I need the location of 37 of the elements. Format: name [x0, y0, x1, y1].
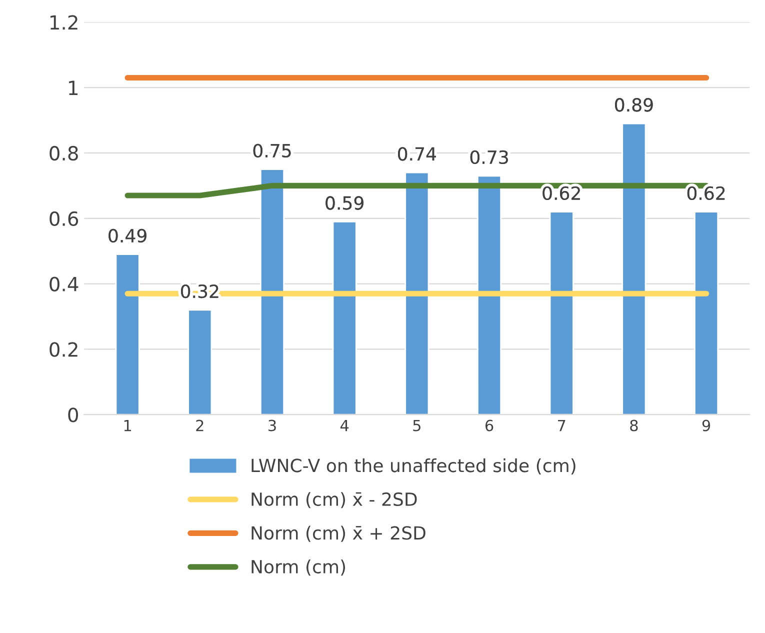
x-tick-label: 9 [702, 420, 710, 432]
x-tick-label: 8 [630, 420, 638, 432]
data-label: 0.89 [615, 98, 653, 112]
legend-label: Norm (cm) [252, 560, 346, 576]
data-label: 0.59 [326, 196, 364, 210]
bar [622, 122, 646, 415]
legend-label: Norm (cm) x̄ + 2SD [252, 526, 426, 542]
data-label: 0.62 [687, 186, 725, 200]
bar [332, 220, 357, 415]
y-tick-label: 0.2 [50, 342, 78, 357]
data-label: 0.49 [108, 228, 146, 243]
y-tick-label: 0 [68, 408, 78, 422]
y-tick-label: 0.4 [50, 276, 78, 292]
y-tick-label: 1 [69, 80, 78, 95]
x-tick-label: 3 [268, 420, 276, 432]
bar [694, 211, 719, 415]
bar [477, 175, 502, 415]
x-tick-label: 5 [413, 420, 420, 432]
legend-label: Norm (cm) x̄ - 2SD [252, 492, 417, 508]
data-label: 0.75 [253, 144, 291, 158]
bar [260, 168, 285, 415]
bar [188, 309, 212, 415]
x-tick-label: 2 [196, 420, 204, 432]
legend-label: LWNC-V on the unaffected side (cm) [252, 458, 576, 474]
bar [404, 172, 430, 415]
x-tick-label: 7 [558, 420, 566, 432]
data-label: 0.74 [398, 147, 436, 161]
bar [549, 211, 574, 415]
x-tick-label: 6 [485, 420, 494, 432]
y-tick-label: 0.6 [50, 211, 78, 226]
x-tick-label: 1 [124, 420, 132, 432]
y-tick-label: 1.2 [50, 15, 78, 30]
data-label: 0.62 [542, 186, 580, 200]
x-tick-label: 4 [340, 420, 349, 432]
y-tick-label: 0.8 [50, 146, 78, 161]
data-label: 0.73 [470, 150, 508, 164]
bar [115, 254, 140, 415]
